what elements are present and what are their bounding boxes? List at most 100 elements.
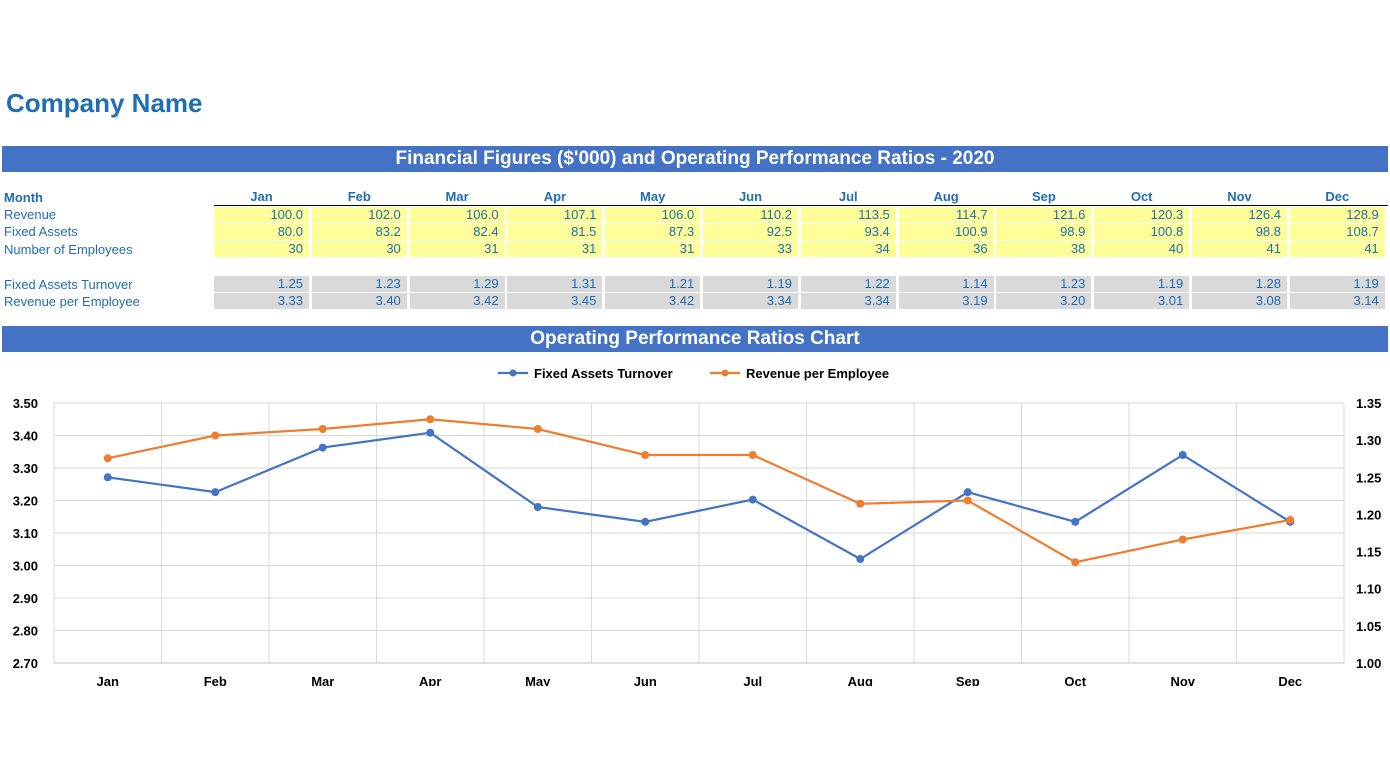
table-row-label: Fixed Assets Turnover xyxy=(4,277,133,292)
data-point xyxy=(533,425,542,433)
data-point xyxy=(211,431,220,440)
table-cell: 1.23 xyxy=(996,276,1092,292)
table-cell: 82.4 xyxy=(409,224,505,240)
table-header-month: Oct xyxy=(1130,189,1153,204)
table-cell: 1.23 xyxy=(311,276,407,292)
x-tick-label: Feb xyxy=(204,674,227,686)
x-tick-label: Jun xyxy=(634,674,657,686)
table-cell: 31 xyxy=(409,241,505,257)
table-cell: 87.3 xyxy=(605,224,701,240)
table-cell: 126.4 xyxy=(1192,207,1287,223)
table-cell: 100.9 xyxy=(898,224,994,240)
x-tick-label: Sep xyxy=(956,674,980,686)
legend-marker xyxy=(509,369,517,377)
legend-label: Revenue per Employee xyxy=(746,366,889,381)
y-right-tick-label: 1.00 xyxy=(1356,656,1381,671)
table-header-month-label: Month xyxy=(4,190,43,205)
table-cell: 41 xyxy=(1289,241,1385,257)
table-header-month: Jun xyxy=(738,189,763,204)
table-cell: 38 xyxy=(996,241,1092,257)
y-left-tick-label: 2.70 xyxy=(13,656,38,671)
table-cell: 1.29 xyxy=(409,276,505,292)
data-point xyxy=(426,428,435,437)
table-cell: 102.0 xyxy=(311,207,407,223)
series-line xyxy=(107,418,1291,564)
table-cell: 98.9 xyxy=(996,224,1092,240)
data-point xyxy=(318,425,327,433)
table-cell: 3.42 xyxy=(409,293,505,309)
table-cell: 128.9 xyxy=(1289,207,1385,223)
table-cell: 1.31 xyxy=(507,276,603,292)
x-tick-label: Aug xyxy=(848,674,873,686)
table-cell: 113.5 xyxy=(800,207,896,223)
table-cell: 93.4 xyxy=(800,224,896,240)
data-point xyxy=(748,495,757,504)
data-point xyxy=(748,451,757,459)
table-cell: 3.08 xyxy=(1192,293,1287,309)
y-left-tick-label: 3.30 xyxy=(13,461,38,476)
table-header-month: Aug xyxy=(933,189,959,204)
data-point xyxy=(1071,517,1080,526)
legend-label: Fixed Assets Turnover xyxy=(534,366,673,381)
table-cell: 1.21 xyxy=(605,276,701,292)
table-cell: 3.34 xyxy=(703,293,798,309)
table-cell: 81.5 xyxy=(507,224,603,240)
table-cell: 30 xyxy=(311,241,407,257)
table-cell: 106.0 xyxy=(605,207,701,223)
table-cell: 1.25 xyxy=(214,276,309,292)
table-cell: 41 xyxy=(1192,241,1287,257)
table-cell: 3.20 xyxy=(996,293,1092,309)
table-cell: 1.22 xyxy=(800,276,896,292)
series-line xyxy=(107,431,1291,561)
y-left-tick-label: 2.90 xyxy=(13,591,38,606)
table-header-month: Apr xyxy=(543,189,567,204)
x-tick-label: Jan xyxy=(97,674,119,686)
data-point xyxy=(1178,451,1187,459)
table-cell: 3.14 xyxy=(1289,293,1385,309)
data-point xyxy=(211,488,220,497)
y-right-tick-label: 1.05 xyxy=(1356,619,1381,634)
data-point xyxy=(1178,535,1187,544)
table-cell: 33 xyxy=(703,241,798,257)
y-right-tick-label: 1.35 xyxy=(1356,396,1381,411)
x-tick-label: Jul xyxy=(743,674,762,686)
table-header-month: May xyxy=(640,189,666,204)
table-cell: 36 xyxy=(898,241,994,257)
table-header-month: Jul xyxy=(838,189,858,204)
table-cell: 31 xyxy=(507,241,603,257)
x-tick-label: Dec xyxy=(1278,674,1302,686)
data-point xyxy=(103,473,112,482)
table-header-month: Sep xyxy=(1031,189,1056,204)
x-tick-label: Apr xyxy=(419,674,441,686)
x-tick-label: Nov xyxy=(1170,674,1195,686)
data-point xyxy=(963,496,972,505)
data-point xyxy=(856,499,865,508)
data-point xyxy=(856,555,865,563)
table-header-month: Feb xyxy=(347,189,371,204)
data-point xyxy=(103,454,112,463)
table-cell: 34 xyxy=(800,241,896,257)
table-cell: 100.0 xyxy=(214,207,309,223)
y-left-tick-label: 3.20 xyxy=(13,494,38,509)
table-cell: 3.01 xyxy=(1094,293,1190,309)
table-cell: 1.19 xyxy=(1289,276,1385,292)
y-right-tick-label: 1.25 xyxy=(1356,470,1381,485)
table-cell: 114.7 xyxy=(898,207,994,223)
table-row-label: Number of Employees xyxy=(4,242,133,257)
table-cell: 3.34 xyxy=(800,293,896,309)
table-cell: 83.2 xyxy=(311,224,407,240)
company-name: Company Name xyxy=(6,88,203,118)
data-point xyxy=(641,451,650,459)
data-point xyxy=(1286,516,1295,524)
table-cell: 120.3 xyxy=(1094,207,1190,223)
table-row-label: Revenue xyxy=(4,207,57,222)
table-cell: 30 xyxy=(214,241,309,257)
table-row-label: Revenue per Employee xyxy=(4,294,140,309)
table-cell: 80.0 xyxy=(214,224,309,240)
ratios-chart: 3.50 3.40 3.30 3.20 3.10 3.00 2.90 2.80 2.70 1.35… xyxy=(13,366,1382,686)
table-cell: 3.42 xyxy=(605,293,701,309)
table-cell: 108.7 xyxy=(1289,224,1385,240)
table-cell: 1.19 xyxy=(1094,276,1190,292)
table-cell: 107.1 xyxy=(507,207,603,223)
table-cell: 40 xyxy=(1094,241,1190,257)
